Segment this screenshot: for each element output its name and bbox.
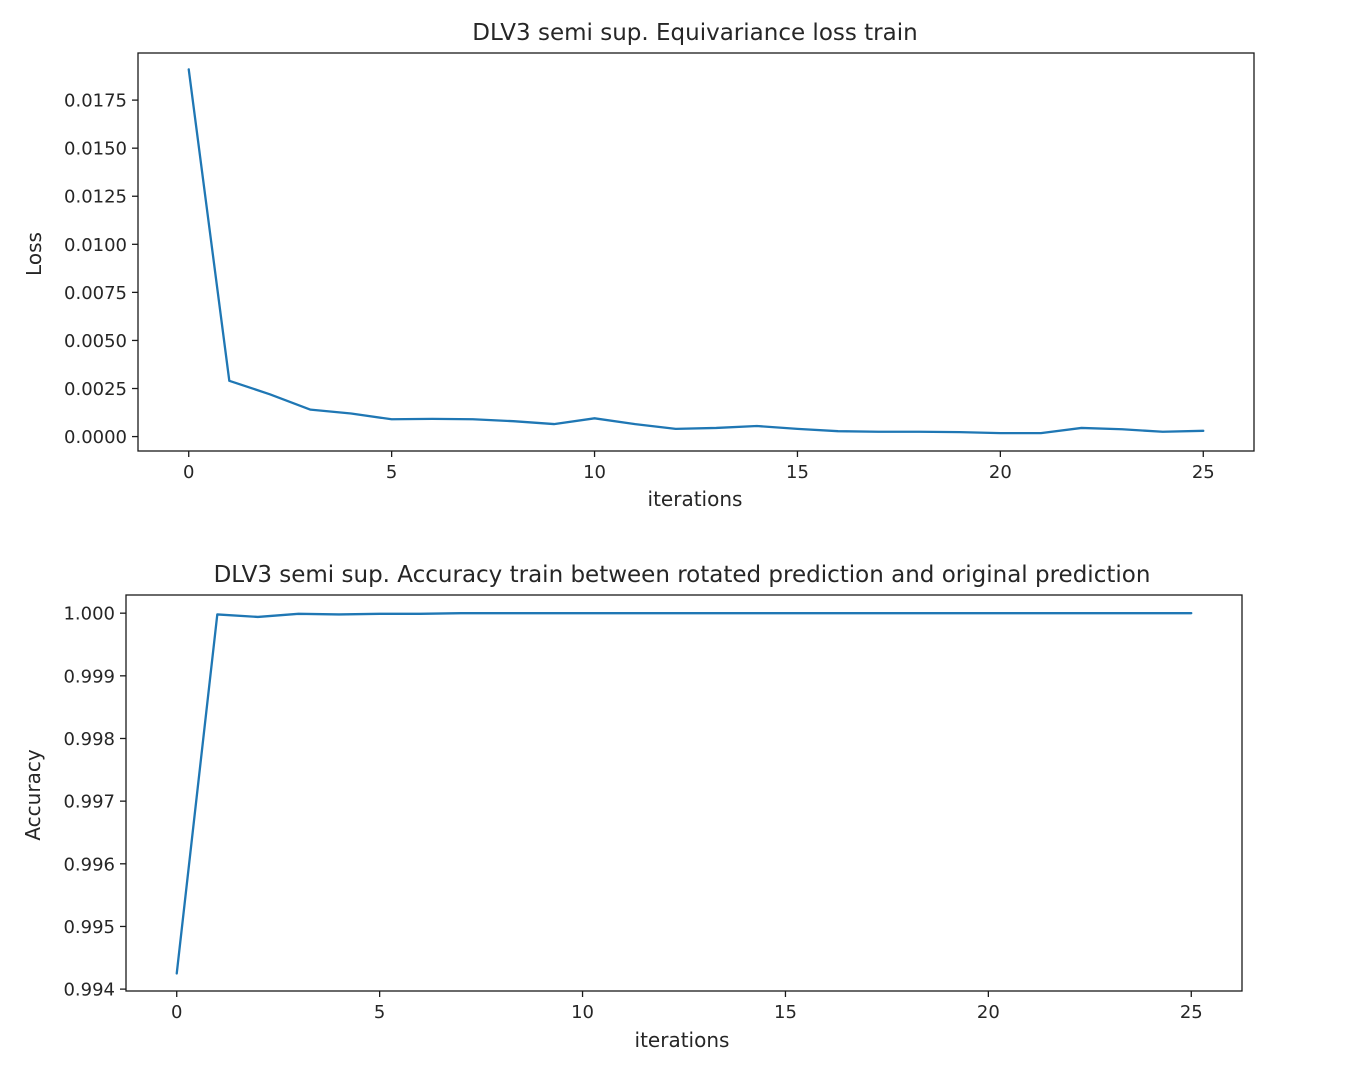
x-tick-label: 15 bbox=[774, 1002, 797, 1023]
y-tick-label: 0.0075 bbox=[64, 283, 127, 304]
x-tick-label: 10 bbox=[571, 1002, 594, 1023]
series-line bbox=[187, 68, 1205, 435]
x-axis: 0 5 10 15 20 25 bbox=[171, 991, 1203, 1023]
x-tick-label: 15 bbox=[786, 462, 809, 483]
y-tick-label: 0.0150 bbox=[64, 139, 127, 160]
x-axis-label: iterations bbox=[635, 1028, 730, 1052]
y-axis-label: Accuracy bbox=[21, 749, 45, 840]
y-tick-label: 1.000 bbox=[63, 604, 115, 625]
series-line bbox=[175, 612, 1193, 975]
y-axis-label: Loss bbox=[22, 232, 46, 276]
chart-title: DLV3 semi sup. Equivariance loss train bbox=[472, 20, 917, 46]
x-tick-label: 20 bbox=[989, 462, 1012, 483]
y-tick-label: 0.998 bbox=[63, 729, 115, 750]
y-axis: 0.0000 0.0025 0.0050 0.0075 0.0100 0.0125 0.01… bbox=[64, 91, 138, 448]
series-layer bbox=[175, 612, 1193, 975]
y-axis: 0.994 0.995 0.996 0.997 0.998 0.999 1.000 bbox=[63, 604, 126, 1001]
y-tick-label: 0.997 bbox=[63, 792, 115, 813]
y-tick-label: 0.994 bbox=[63, 980, 115, 1001]
y-tick-label: 0.999 bbox=[63, 666, 115, 687]
x-tick-label: 20 bbox=[977, 1002, 1000, 1023]
x-tick-label: 5 bbox=[374, 1002, 385, 1023]
x-tick-label: 10 bbox=[583, 462, 606, 483]
y-tick-label: 0.0050 bbox=[64, 331, 127, 352]
y-tick-label: 0.0175 bbox=[64, 91, 127, 112]
chart-title: DLV3 semi sup. Accuracy train between ro… bbox=[214, 562, 1151, 588]
loss-chart: DLV3 semi sup. Equivariance loss train 0… bbox=[22, 20, 1255, 511]
y-tick-label: 0.996 bbox=[63, 854, 115, 875]
series-layer bbox=[187, 68, 1205, 435]
plot-frame bbox=[125, 594, 1243, 992]
y-tick-label: 0.0025 bbox=[64, 379, 127, 400]
y-tick-label: 0.0125 bbox=[64, 187, 127, 208]
plot-frame bbox=[137, 52, 1255, 452]
y-tick-label: 0.0100 bbox=[64, 235, 127, 256]
x-axis: 0 5 10 15 20 25 bbox=[183, 451, 1215, 483]
x-tick-label: 25 bbox=[1180, 1002, 1203, 1023]
x-tick-label: 5 bbox=[386, 462, 397, 483]
x-tick-label: 25 bbox=[1192, 462, 1215, 483]
y-tick-label: 0.995 bbox=[63, 917, 115, 938]
x-axis-label: iterations bbox=[648, 487, 743, 511]
accuracy-chart: DLV3 semi sup. Accuracy train between ro… bbox=[21, 562, 1243, 1052]
y-tick-label: 0.0000 bbox=[64, 427, 127, 448]
x-tick-label: 0 bbox=[171, 1002, 182, 1023]
x-tick-label: 0 bbox=[183, 462, 194, 483]
